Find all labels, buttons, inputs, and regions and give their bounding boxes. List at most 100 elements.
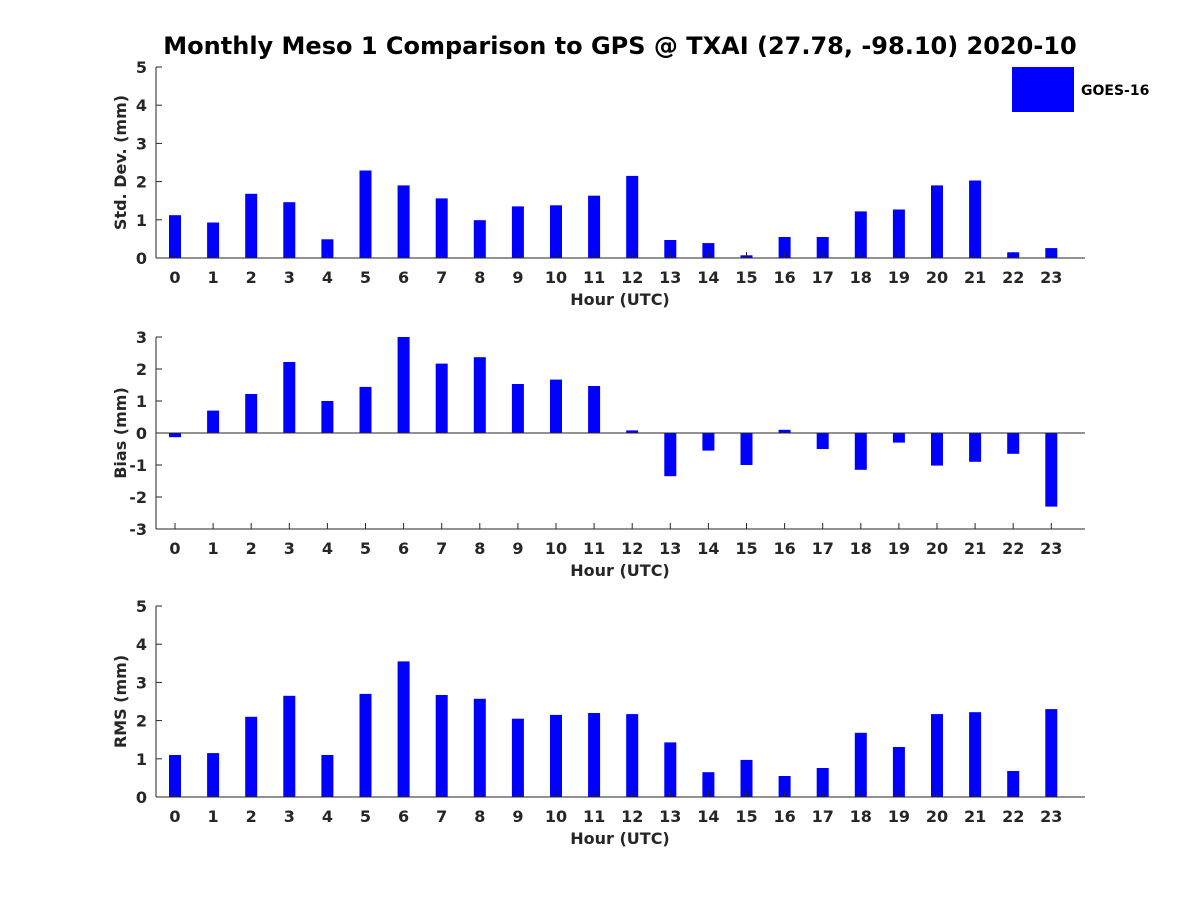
y-tick-label: 0 bbox=[136, 249, 147, 268]
legend-label: GOES-16 bbox=[1081, 83, 1149, 99]
bar-std-dev-hour-13 bbox=[664, 240, 677, 258]
x-tick-label: 17 bbox=[812, 807, 834, 826]
x-tick-label: 20 bbox=[926, 807, 948, 826]
bar-bias-hour-10 bbox=[550, 379, 562, 433]
x-tick-label: 13 bbox=[659, 268, 681, 287]
bar-bias-hour-14 bbox=[702, 433, 715, 451]
bar-std-dev-hour-9 bbox=[511, 206, 524, 258]
bar-rms-hour-14 bbox=[702, 772, 715, 797]
bar-bias-hour-6 bbox=[397, 337, 410, 433]
x-tick-label: 19 bbox=[888, 268, 910, 287]
x-tick-label: 11 bbox=[583, 807, 605, 826]
bar-std-dev-hour-0 bbox=[169, 215, 181, 258]
x-tick-label: 11 bbox=[583, 539, 605, 558]
chart-title: Monthly Meso 1 Comparison to GPS @ TXAI … bbox=[163, 32, 1076, 60]
x-tick-label: 2 bbox=[246, 268, 257, 287]
bar-rms-hour-0 bbox=[169, 755, 181, 797]
bar-bias-hour-16 bbox=[778, 429, 791, 433]
x-tick-label: 6 bbox=[398, 807, 409, 826]
x-tick-label: 19 bbox=[888, 539, 910, 558]
y-axis-label: RMS (mm) bbox=[111, 655, 130, 748]
x-tick-label: 7 bbox=[436, 539, 447, 558]
x-tick-label: 16 bbox=[773, 268, 795, 287]
x-tick-label: 9 bbox=[512, 539, 523, 558]
x-tick-label: 5 bbox=[360, 807, 371, 826]
x-tick-label: 15 bbox=[735, 807, 757, 826]
x-tick-label: 16 bbox=[773, 539, 795, 558]
bar-std-dev-hour-19 bbox=[892, 209, 905, 258]
x-tick-label: 12 bbox=[621, 268, 643, 287]
bar-rms-hour-22 bbox=[1007, 771, 1020, 797]
bar-std-dev-hour-16 bbox=[778, 237, 791, 258]
y-axis-label: Std. Dev. (mm) bbox=[111, 95, 130, 230]
y-tick-label: 1 bbox=[136, 750, 147, 769]
bar-rms-hour-1 bbox=[207, 753, 220, 797]
y-tick-label: 1 bbox=[136, 211, 147, 230]
y-tick-label: 4 bbox=[136, 96, 147, 115]
x-tick-label: 15 bbox=[735, 268, 757, 287]
bar-bias-hour-0 bbox=[169, 433, 181, 438]
bar-rms-hour-21 bbox=[969, 712, 982, 797]
x-tick-label: 1 bbox=[208, 807, 219, 826]
x-tick-label: 10 bbox=[545, 807, 567, 826]
bar-std-dev-hour-1 bbox=[207, 222, 220, 258]
bar-rms-hour-16 bbox=[778, 776, 791, 797]
x-axis-label: Hour (UTC) bbox=[570, 829, 670, 848]
x-tick-label: 7 bbox=[436, 807, 447, 826]
y-tick-label: 3 bbox=[136, 328, 147, 347]
x-tick-label: 3 bbox=[284, 539, 295, 558]
bar-bias-hour-18 bbox=[854, 433, 867, 470]
x-tick-label: 0 bbox=[169, 268, 180, 287]
bar-rms-hour-18 bbox=[854, 732, 867, 797]
x-tick-label: 8 bbox=[474, 807, 485, 826]
y-tick-label: 3 bbox=[136, 673, 147, 692]
y-tick-label: 3 bbox=[136, 134, 147, 153]
bar-bias-hour-23 bbox=[1045, 433, 1058, 507]
x-tick-label: 1 bbox=[208, 539, 219, 558]
bar-std-dev-hour-10 bbox=[550, 205, 562, 258]
bar-rms-hour-13 bbox=[664, 742, 677, 797]
bar-rms-hour-4 bbox=[321, 755, 334, 797]
bar-bias-hour-19 bbox=[892, 433, 905, 443]
bar-rms-hour-17 bbox=[816, 768, 829, 797]
bar-std-dev-hour-4 bbox=[321, 239, 334, 258]
bar-rms-hour-10 bbox=[550, 714, 562, 797]
x-tick-label: 4 bbox=[322, 539, 333, 558]
x-tick-label: 14 bbox=[697, 539, 719, 558]
x-tick-label: 21 bbox=[964, 539, 986, 558]
x-tick-label: 12 bbox=[621, 539, 643, 558]
bar-rms-hour-12 bbox=[626, 714, 639, 797]
bar-std-dev-hour-21 bbox=[969, 180, 982, 258]
bar-std-dev-hour-11 bbox=[588, 195, 601, 258]
bar-std-dev-hour-6 bbox=[397, 185, 410, 258]
bar-std-dev-hour-7 bbox=[435, 198, 448, 258]
x-tick-label: 12 bbox=[621, 807, 643, 826]
x-tick-label: 5 bbox=[360, 539, 371, 558]
bar-rms-hour-19 bbox=[892, 747, 905, 797]
x-tick-label: 17 bbox=[812, 539, 834, 558]
x-tick-label: 9 bbox=[512, 807, 523, 826]
bar-rms-hour-20 bbox=[931, 714, 943, 797]
x-tick-label: 23 bbox=[1040, 268, 1062, 287]
bar-std-dev-hour-3 bbox=[283, 202, 296, 258]
bar-bias-hour-20 bbox=[931, 433, 943, 466]
bar-rms-hour-3 bbox=[283, 695, 296, 797]
y-tick-label: 0 bbox=[136, 788, 147, 807]
y-tick-label: 5 bbox=[136, 597, 147, 616]
x-tick-label: 23 bbox=[1040, 807, 1062, 826]
bar-bias-hour-5 bbox=[359, 386, 372, 433]
x-tick-label: 15 bbox=[735, 539, 757, 558]
x-tick-label: 10 bbox=[545, 539, 567, 558]
x-tick-label: 3 bbox=[284, 807, 295, 826]
bar-std-dev-hour-5 bbox=[359, 170, 372, 258]
x-tick-label: 23 bbox=[1040, 539, 1062, 558]
bar-rms-hour-2 bbox=[245, 716, 258, 797]
x-tick-label: 16 bbox=[773, 807, 795, 826]
bar-std-dev-hour-18 bbox=[854, 211, 867, 258]
y-tick-label: 5 bbox=[136, 58, 147, 77]
bar-bias-hour-3 bbox=[283, 362, 296, 433]
x-tick-label: 14 bbox=[697, 268, 719, 287]
bar-rms-hour-5 bbox=[359, 693, 372, 797]
bar-std-dev-hour-17 bbox=[816, 237, 829, 258]
